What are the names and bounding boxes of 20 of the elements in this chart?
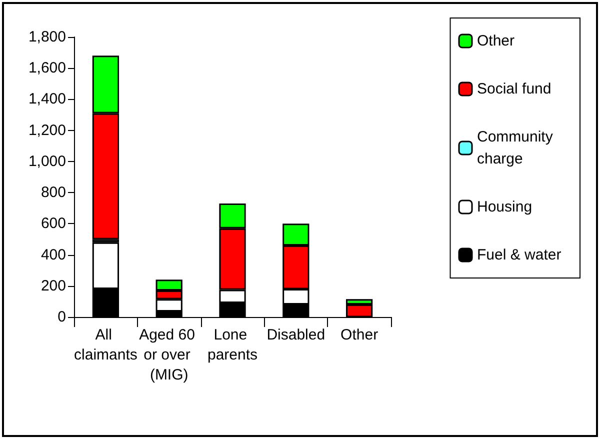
y-tick-label: 0 [58, 308, 66, 326]
x-tick-label: Other [340, 326, 378, 344]
y-tick-label: 800 [40, 184, 66, 202]
y-tick-label: 1,400 [28, 90, 66, 108]
y-tick-label: 1,000 [28, 152, 66, 170]
x-tick-label: Disabled [266, 326, 326, 344]
y-tick-label: 1,600 [28, 60, 66, 77]
legend-label: Other [477, 32, 515, 50]
x-tick-label: All claimants [74, 326, 138, 364]
x-tick-label: Aged 60 or over (MIG) [139, 326, 200, 384]
y-tick-label: 200 [40, 277, 66, 294]
y-tick-label: 1,200 [28, 122, 66, 139]
legend-label: Housing [477, 198, 532, 216]
y-tick-label: 400 [40, 246, 66, 264]
legend-label: Social fund [477, 80, 552, 98]
y-tick-label: 600 [40, 215, 66, 232]
legend-label: Fuel & water [477, 246, 562, 264]
y-tick-label: 1,800 [28, 28, 66, 46]
x-tick-label: Lone parents [207, 326, 258, 364]
legend-label: Community charge [477, 128, 558, 168]
